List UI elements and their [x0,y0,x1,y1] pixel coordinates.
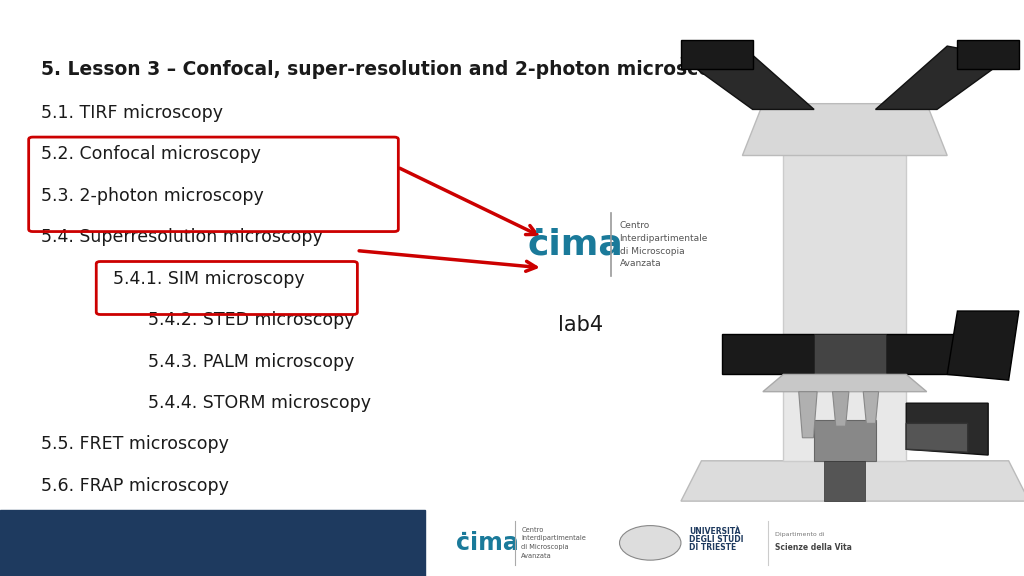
Text: 5.4.3. PALM microscopy: 5.4.3. PALM microscopy [148,353,355,370]
Text: Centro: Centro [521,526,544,533]
Text: UNIVERSITÀ: UNIVERSITÀ [689,527,740,536]
Text: Avanzata: Avanzata [620,259,662,268]
Polygon shape [814,420,876,461]
Polygon shape [681,46,814,109]
Polygon shape [863,392,879,423]
Text: ċima: ċima [456,531,518,555]
Polygon shape [947,311,1019,380]
Text: 5.3. 2-photon microscopy: 5.3. 2-photon microscopy [41,187,264,204]
Text: 5.1. TIRF microscopy: 5.1. TIRF microscopy [41,104,223,122]
Polygon shape [763,374,927,392]
Polygon shape [906,403,988,455]
Text: Dipartimento di: Dipartimento di [775,532,824,537]
Text: 5.4.4. STORM microscopy: 5.4.4. STORM microscopy [148,394,372,412]
Text: Scienze della Vita: Scienze della Vita [775,543,852,552]
Text: 5.4.1. SIM microscopy: 5.4.1. SIM microscopy [113,270,304,287]
Polygon shape [722,334,988,374]
Polygon shape [681,40,753,69]
Text: Interdipartimentale: Interdipartimentale [620,234,708,243]
Text: 5.4.2. STED microscopy: 5.4.2. STED microscopy [148,311,355,329]
Polygon shape [833,392,849,426]
Polygon shape [783,374,906,461]
Text: Avanzata: Avanzata [521,553,552,559]
Polygon shape [783,144,906,334]
Text: DI TRIESTE: DI TRIESTE [689,543,736,552]
Text: lab4: lab4 [558,316,603,335]
Text: 5.5. FRET microscopy: 5.5. FRET microscopy [41,435,228,453]
FancyArrowPatch shape [399,168,537,234]
Circle shape [620,525,681,560]
Polygon shape [906,423,968,452]
Polygon shape [681,461,1024,501]
FancyArrowPatch shape [359,251,537,271]
Text: ċima: ċima [527,228,624,262]
Text: 5.6. FRAP microscopy: 5.6. FRAP microscopy [41,477,228,495]
Text: Interdipartimentale: Interdipartimentale [521,535,586,541]
Text: 5.2. Confocal microscopy: 5.2. Confocal microscopy [41,145,261,163]
Text: Centro: Centro [620,221,650,230]
Text: di Microscopia: di Microscopia [620,247,684,256]
Polygon shape [799,392,817,438]
Polygon shape [824,461,865,501]
Text: 5.4. Superresolution microscopy: 5.4. Superresolution microscopy [41,228,323,246]
Text: 5. Lesson 3 – Confocal, super-resolution and 2-photon microscopy: 5. Lesson 3 – Confocal, super-resolution… [41,60,736,79]
Bar [0,510,425,576]
Polygon shape [957,40,1019,69]
Text: di Microscopia: di Microscopia [521,544,569,551]
Polygon shape [742,104,947,156]
Polygon shape [814,334,886,374]
Text: DEGLI STUDI: DEGLI STUDI [689,535,743,544]
Polygon shape [876,46,1009,109]
